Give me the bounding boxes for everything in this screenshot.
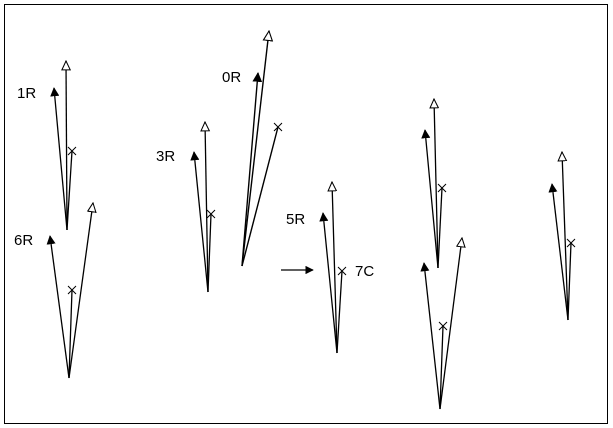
- cross-marker-icon: [337, 266, 347, 276]
- filled-arrow-vector: [46, 235, 70, 379]
- cross-vector: [567, 242, 572, 321]
- filled-arrow-vector: [241, 72, 263, 267]
- cross-vector: [207, 213, 212, 293]
- open-arrow-vector: [562, 152, 569, 321]
- cross-marker-icon: [273, 122, 283, 132]
- open-arrow-vector: [68, 203, 93, 379]
- label-1r: 1R: [17, 85, 36, 102]
- label-0r: 0R: [222, 69, 241, 86]
- cross-vector: [66, 150, 73, 231]
- cross-marker-icon: [67, 285, 77, 295]
- vector-group-c: [548, 152, 576, 321]
- open-arrow-vector: [439, 238, 462, 410]
- filled-arrow-vector: [190, 151, 209, 293]
- open-arrow-vector: [66, 61, 67, 231]
- cross-vector: [439, 325, 444, 410]
- vector-group-1r: 1R: [17, 61, 77, 231]
- cross-marker-icon: [438, 321, 448, 331]
- diagram-frame: [4, 4, 608, 424]
- vector-group-a: [421, 99, 447, 269]
- filled-arrow-vector: [319, 212, 338, 354]
- filled-arrow-vector: [421, 129, 439, 269]
- filled-arrow-vector: [548, 183, 569, 321]
- open-arrow-vector: [332, 182, 338, 354]
- vector-group-6r: 6R: [14, 203, 93, 379]
- label-3r: 3R: [156, 148, 175, 165]
- open-arrow-vector: [205, 122, 208, 293]
- cross-marker-icon: [67, 146, 77, 156]
- label-7c: 7C: [355, 263, 374, 280]
- filled-arrow-vector: [50, 87, 68, 231]
- open-arrow-vector: [434, 99, 438, 269]
- cross-vector: [68, 289, 73, 379]
- filled-arrow-vector: [420, 262, 441, 410]
- cross-vector: [241, 126, 279, 267]
- cross-vector: [437, 187, 443, 269]
- cross-marker-icon: [437, 183, 447, 193]
- label-5r: 5R: [286, 211, 305, 228]
- open-arrow-vector: [241, 31, 269, 267]
- vector-group-b: [420, 238, 462, 410]
- cross-vector: [336, 270, 343, 354]
- label-6r: 6R: [14, 232, 33, 249]
- vector-group-3r: 3R: [156, 122, 216, 293]
- cross-marker-icon: [566, 238, 576, 248]
- vector-group-0r: 0R: [222, 31, 283, 267]
- cross-marker-icon: [206, 209, 216, 219]
- vector-group-5r: 5R 7C: [286, 182, 374, 354]
